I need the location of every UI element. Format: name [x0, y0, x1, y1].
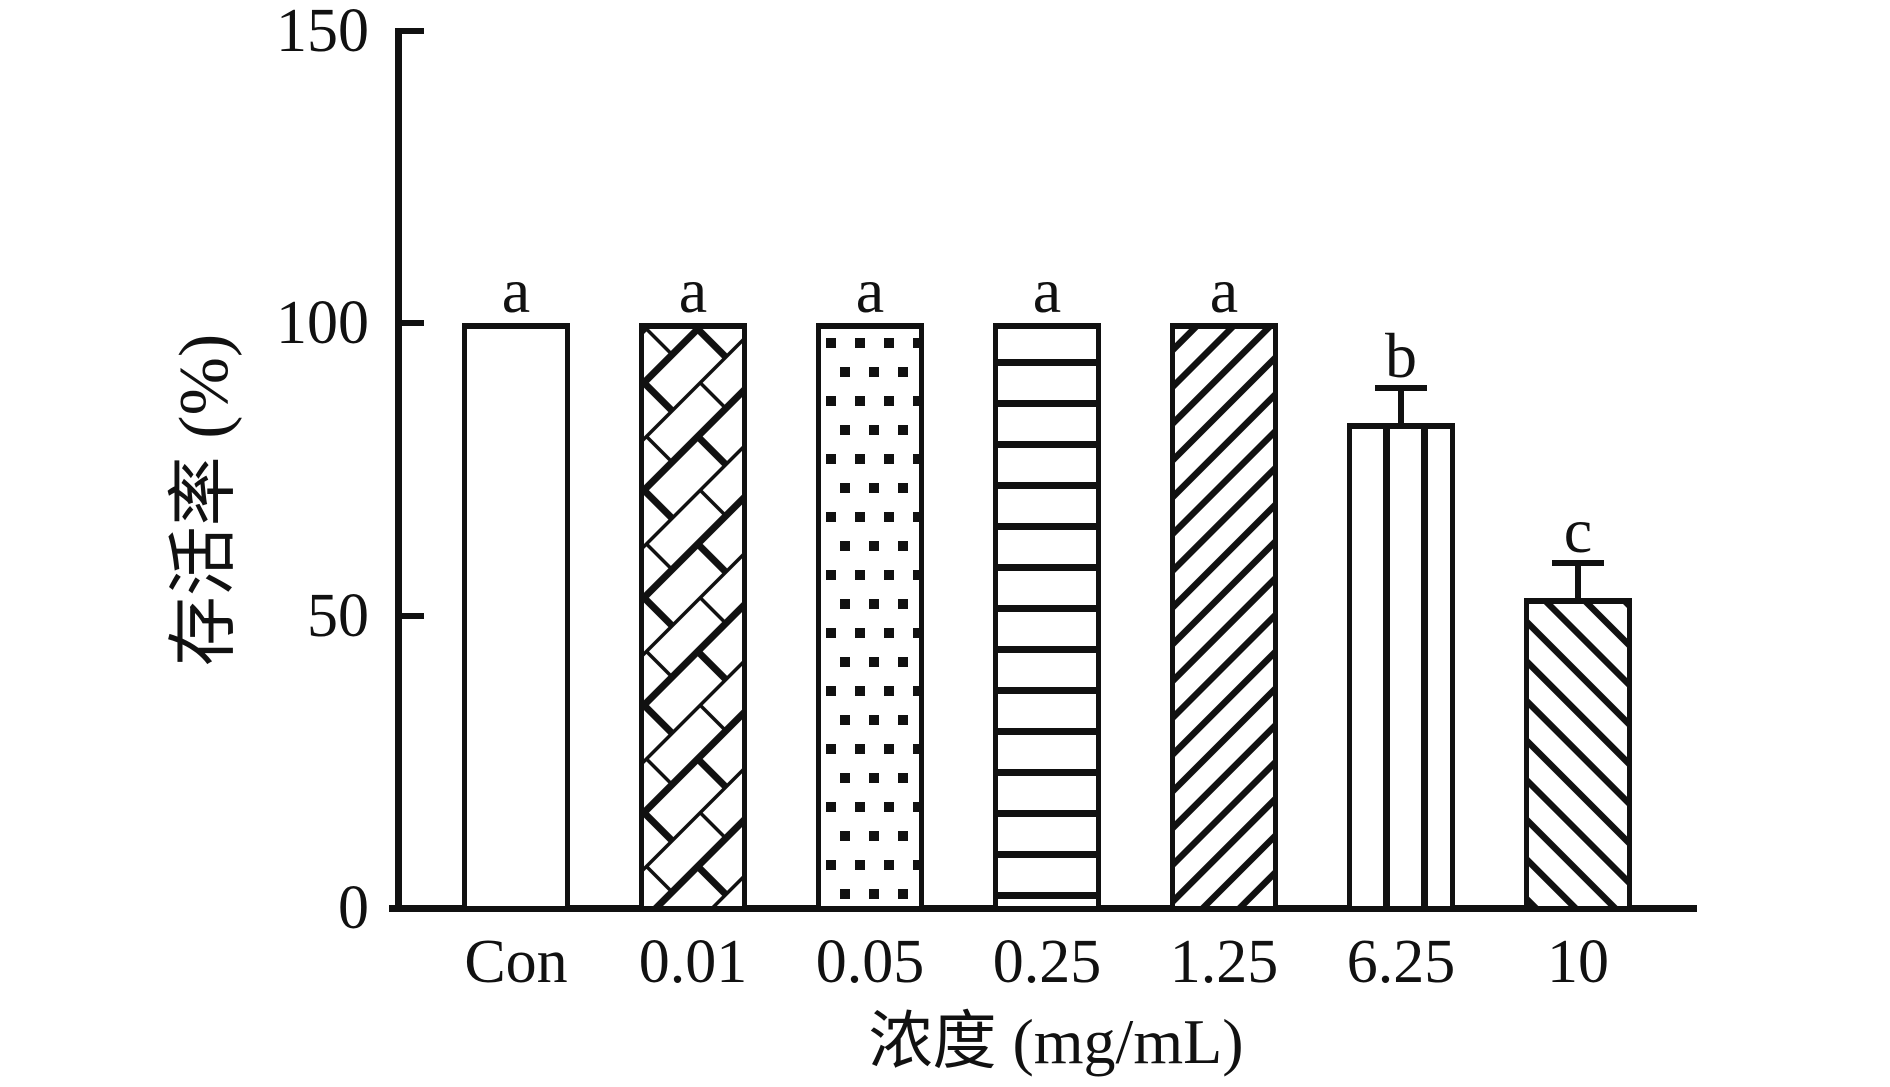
y-tick — [402, 27, 424, 34]
x-tick-label: 0.05 — [815, 928, 925, 996]
error-bar-cap — [1375, 385, 1427, 391]
y-tick-label: 0 — [338, 874, 369, 942]
significance-letter: a — [678, 255, 708, 326]
error-bar-whisker — [1575, 563, 1581, 598]
y-tick — [402, 320, 424, 327]
bar-1.25 — [1170, 323, 1278, 911]
error-bar-cap — [1552, 560, 1604, 566]
bar-0.05 — [816, 323, 924, 911]
x-tick-label: Con — [464, 928, 568, 996]
x-tick-label: 1.25 — [1169, 928, 1279, 996]
significance-letter: c — [1563, 495, 1593, 566]
x-axis-title: 浓度 (mg/mL) — [868, 1006, 1244, 1077]
significance-letter: a — [855, 255, 885, 326]
significance-letter: b — [1385, 320, 1417, 391]
bar-Con — [462, 323, 570, 911]
bar-10 — [1524, 598, 1632, 911]
horizontal-lines-pattern-fill — [998, 329, 1096, 906]
error-bar-whisker — [1398, 388, 1404, 423]
x-tick-label: 6.25 — [1346, 928, 1456, 996]
significance-letter: a — [501, 255, 531, 326]
x-tick-label: 10 — [1547, 928, 1609, 996]
y-tick — [402, 612, 424, 619]
x-tick-label: 0.25 — [992, 928, 1102, 996]
bar-0.25 — [993, 323, 1101, 911]
diagonal-brick-pattern-fill — [644, 329, 742, 906]
y-tick-label: 50 — [307, 581, 369, 650]
vertical-lines-pattern-fill — [1352, 429, 1450, 906]
significance-letter: a — [1032, 255, 1062, 326]
diagonal-down-pattern-fill — [1529, 604, 1627, 906]
bar-6.25 — [1347, 423, 1455, 911]
bar-0.01 — [639, 323, 747, 911]
x-tick-label: 0.01 — [638, 928, 748, 996]
y-tick-label: 150 — [276, 0, 369, 65]
significance-letter: a — [1209, 255, 1239, 326]
dots-pattern-fill — [821, 329, 919, 906]
diagonal-up-pattern-fill — [1175, 329, 1273, 906]
y-axis-line — [395, 28, 402, 912]
y-tick-label: 100 — [276, 289, 369, 358]
